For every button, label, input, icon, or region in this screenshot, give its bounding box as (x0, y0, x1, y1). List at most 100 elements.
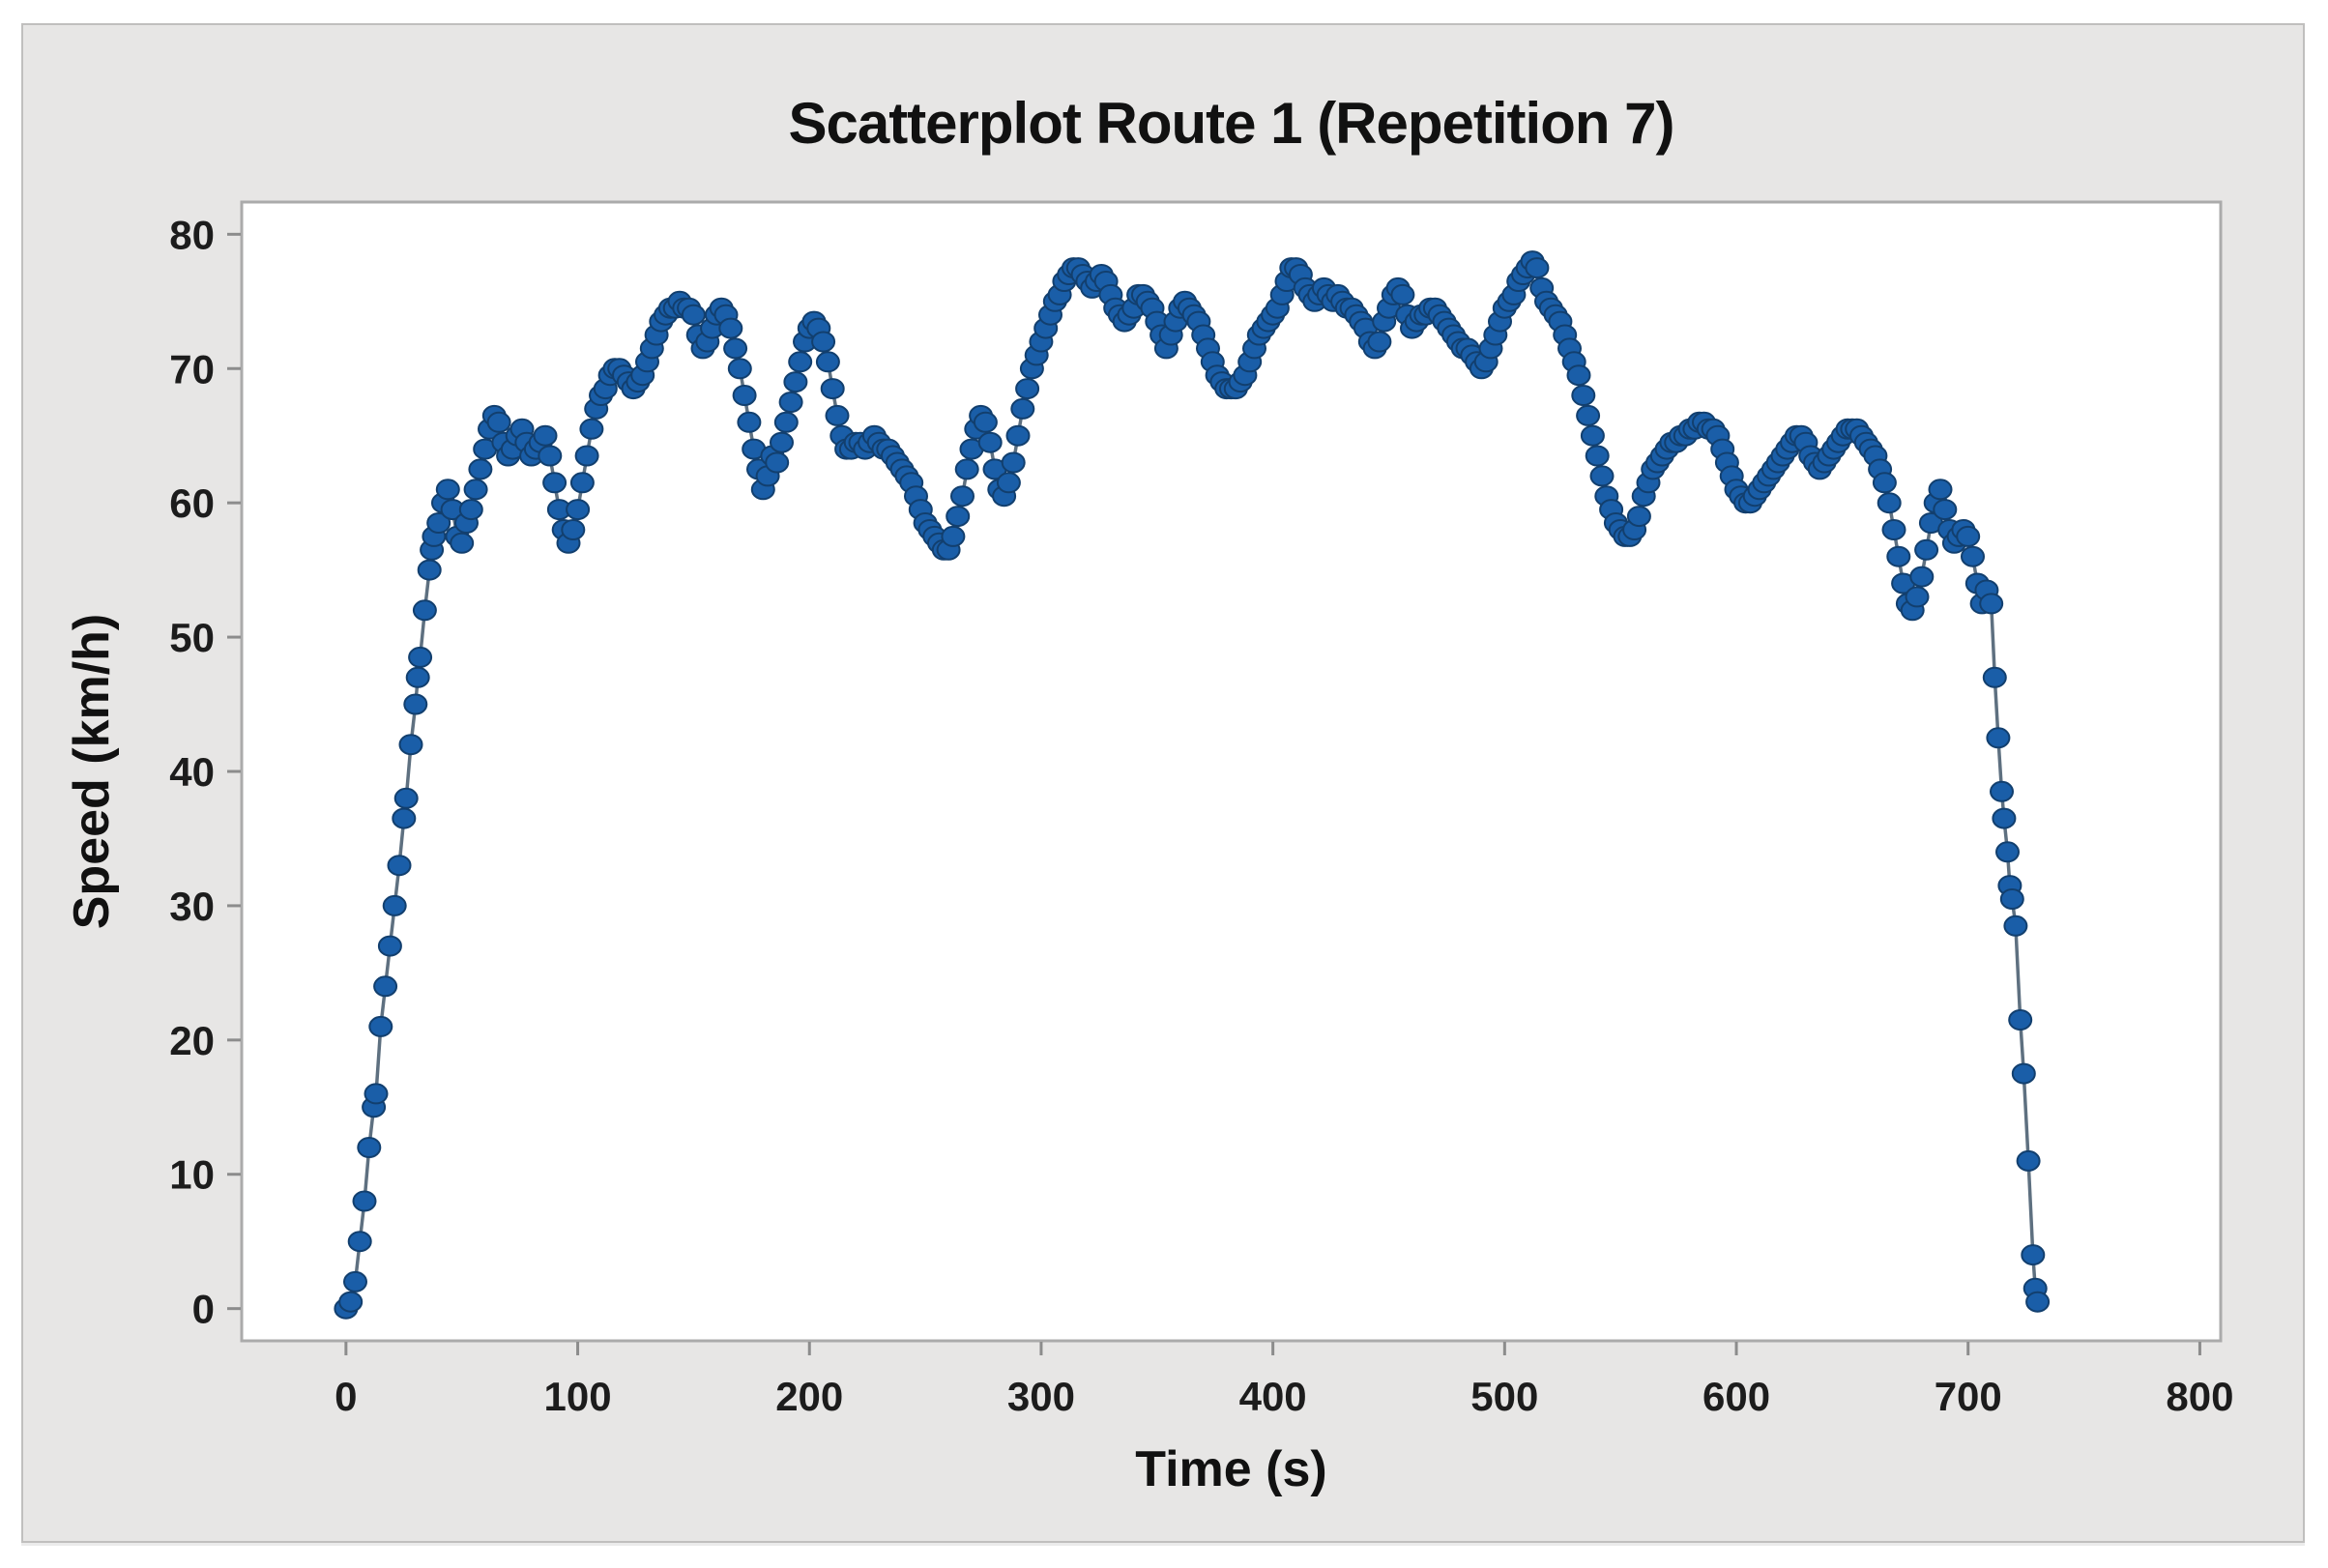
data-point (566, 499, 591, 521)
data-point (1995, 841, 2020, 863)
data-point (954, 458, 979, 480)
data-point (718, 317, 743, 339)
y-tick-label: 70 (169, 346, 215, 392)
y-tick-label: 10 (169, 1152, 215, 1198)
data-point (773, 411, 799, 433)
data-point (732, 385, 757, 406)
data-point (2025, 1291, 2051, 1313)
data-point (977, 431, 1003, 453)
data-point (1999, 888, 2024, 910)
data-point (820, 378, 845, 400)
x-axis-label: Time (s) (1135, 1441, 1326, 1497)
data-point (1877, 492, 1902, 514)
data-point (737, 411, 762, 433)
data-point (364, 1083, 389, 1105)
data-point (788, 351, 813, 373)
data-point (352, 1190, 377, 1212)
data-point (1933, 499, 1958, 521)
data-point (2016, 1149, 2041, 1172)
x-tick-label: 500 (1470, 1374, 1538, 1419)
data-point (1928, 479, 1953, 501)
data-point (1015, 378, 1040, 400)
data-point (1580, 424, 1605, 447)
data-point (1001, 451, 1026, 474)
data-point (426, 512, 451, 534)
axis-tick-labels: 0 100 200 300 400 500 600 700 800 0 10 20 30 40 50 60 70… (169, 212, 2233, 1419)
data-point (533, 424, 558, 447)
data-point (946, 506, 971, 528)
x-tick-label: 0 (335, 1374, 357, 1419)
data-point (1566, 364, 1591, 387)
data-point (377, 935, 402, 957)
y-tick-label: 40 (169, 749, 215, 795)
data-point (1571, 385, 1596, 406)
data-point (2011, 1062, 2036, 1085)
data-point (408, 646, 433, 668)
data-point (996, 472, 1021, 494)
data-point (723, 337, 748, 360)
y-tick-label: 30 (169, 884, 215, 929)
data-point (463, 479, 488, 501)
data-point (569, 472, 595, 494)
data-point (435, 479, 460, 501)
data-point (1905, 586, 1930, 608)
data-point (417, 559, 442, 581)
data-point (368, 1015, 393, 1037)
data-point (1979, 593, 2004, 615)
data-point (412, 599, 437, 622)
data-point (681, 304, 706, 326)
data-point (347, 1231, 372, 1253)
data-point (579, 418, 604, 440)
data-point (950, 485, 975, 508)
data-point (1909, 566, 1935, 588)
data-point (538, 445, 563, 467)
data-point (561, 519, 586, 540)
data-point (1886, 545, 1911, 567)
data-point (1525, 257, 1550, 279)
data-point (815, 351, 840, 373)
y-tick-label: 60 (169, 480, 215, 526)
data-point (574, 445, 599, 467)
data-point (770, 431, 794, 453)
y-tick-label: 20 (169, 1018, 215, 1063)
data-point (1956, 525, 1981, 547)
data-point (727, 358, 752, 380)
data-point (1914, 538, 1939, 561)
data-point (392, 807, 417, 829)
data-point (403, 693, 428, 715)
x-tick-label: 400 (1239, 1374, 1307, 1419)
chart-title: Scatterplot Route 1 (Repetition 7) (788, 91, 1673, 156)
data-point (338, 1291, 364, 1313)
data-point (343, 1270, 367, 1292)
data-point (2021, 1244, 2046, 1266)
data-point (450, 532, 475, 554)
y-tick-label: 50 (169, 615, 215, 660)
data-point (1992, 807, 2017, 829)
data-point (778, 392, 803, 413)
data-point (405, 666, 430, 688)
data-point (783, 371, 808, 393)
data-point (973, 411, 998, 433)
y-axis-label: Speed (km/h) (64, 614, 120, 930)
data-point (486, 411, 511, 433)
data-point (811, 331, 836, 353)
plot-area-background (240, 200, 2223, 1343)
data-point (1990, 780, 2014, 802)
figure-panel: 0 100 200 300 400 500 600 700 800 0 10 20 30 40 50 60 70… (21, 23, 2305, 1543)
y-tick-label: 80 (169, 212, 215, 257)
x-tick-label: 600 (1702, 1374, 1770, 1419)
x-tick-label: 200 (775, 1374, 843, 1419)
data-point (373, 975, 398, 998)
data-point (1986, 727, 2011, 749)
data-point (393, 787, 419, 809)
data-point (1010, 397, 1035, 420)
data-point (1961, 545, 1985, 567)
data-point (1390, 283, 1415, 305)
data-point (2003, 915, 2028, 937)
data-point (357, 1137, 382, 1158)
data-point (1589, 465, 1615, 487)
data-point (1005, 424, 1031, 447)
x-tick-label: 100 (544, 1374, 612, 1419)
data-point (1626, 506, 1651, 528)
y-tick-label: 0 (192, 1287, 215, 1332)
